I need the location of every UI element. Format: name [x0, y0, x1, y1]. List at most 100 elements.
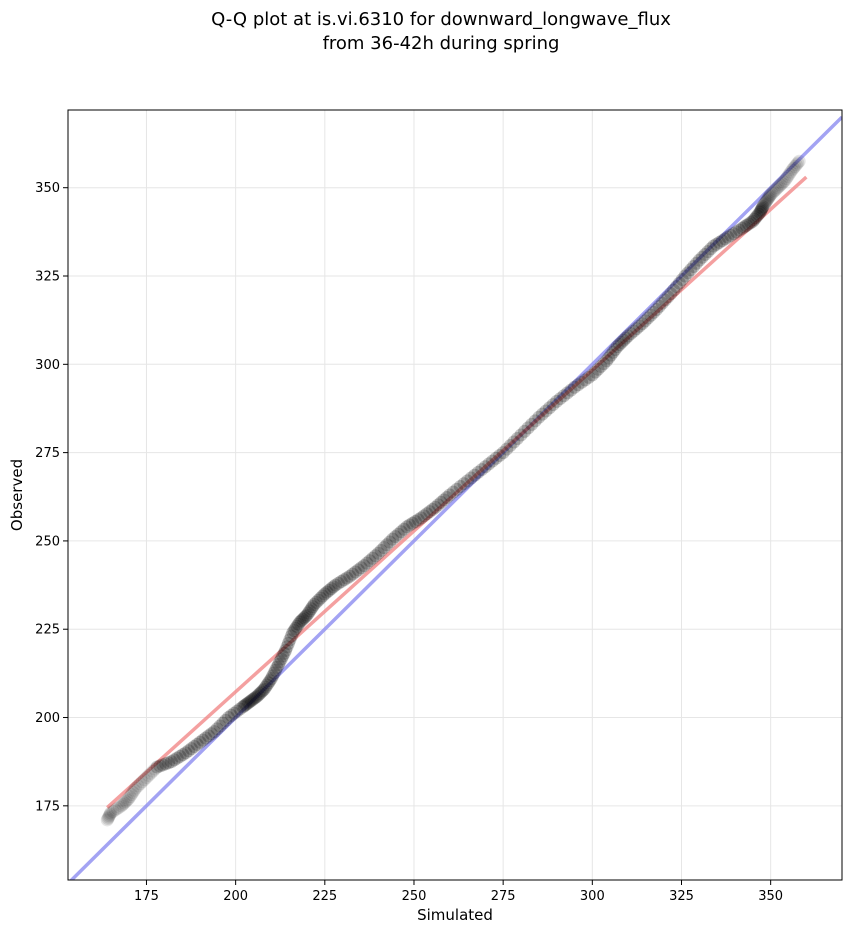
quantile-point: [759, 195, 773, 209]
quantile-point: [729, 225, 743, 239]
quantile-point: [539, 404, 553, 418]
quantile-point: [600, 354, 614, 368]
quantile-point: [560, 386, 574, 400]
quantile-point: [383, 535, 397, 549]
quantile-point: [366, 551, 380, 565]
fit-line: [106, 175, 808, 809]
quantile-point: [104, 806, 118, 820]
quantile-point: [243, 695, 257, 709]
quantile-point: [137, 773, 151, 787]
quantile-point: [446, 485, 460, 499]
y-tick-label: 200: [35, 711, 60, 726]
quantile-point: [184, 742, 198, 756]
quantile-point: [779, 172, 793, 186]
quantile-point: [687, 259, 701, 273]
quantile-point: [543, 401, 557, 415]
quantile-point: [386, 532, 400, 546]
quantile-point: [213, 719, 227, 733]
quantile-point: [102, 810, 116, 824]
quantile-point: [254, 685, 268, 699]
quantile-point: [287, 624, 301, 638]
x-tick-label: 225: [312, 889, 337, 904]
quantile-point: [380, 538, 394, 552]
quantile-point: [146, 764, 160, 778]
quantile-point: [340, 571, 354, 585]
quantile-point: [199, 731, 213, 745]
quantile-point: [354, 561, 368, 575]
quantile-point: [309, 595, 323, 609]
quantile-point: [759, 194, 773, 208]
quantile-point: [300, 608, 314, 622]
y-tick-label: 175: [35, 799, 60, 814]
quantile-point: [391, 527, 405, 541]
quantile-point: [135, 775, 149, 789]
quantile-point: [672, 276, 686, 290]
quantile-point: [774, 178, 788, 192]
quantile-point: [112, 800, 126, 814]
quantile-point: [249, 690, 263, 704]
quantile-point: [240, 697, 254, 711]
quantile-point: [148, 762, 162, 776]
quantile-point: [408, 514, 422, 528]
quantile-point: [742, 217, 756, 231]
quantile-point: [124, 788, 138, 802]
quantile-point: [277, 646, 291, 660]
quantile-point: [120, 793, 134, 807]
quantile-point: [521, 421, 535, 435]
quantile-point: [791, 156, 805, 170]
quantile-point: [546, 398, 560, 412]
y-axis-label: Observed: [8, 459, 26, 531]
quantile-point: [259, 680, 273, 694]
quantile-point: [781, 169, 795, 183]
quantile-point: [765, 186, 779, 200]
quantile-point: [762, 191, 776, 205]
quantile-point: [326, 580, 340, 594]
quantile-point: [644, 308, 658, 322]
quantile-point: [594, 359, 608, 373]
quantile-point: [314, 591, 328, 605]
quantile-point: [582, 370, 596, 384]
quantile-point: [182, 744, 196, 758]
quantile-point: [307, 598, 321, 611]
quantile-point: [744, 216, 758, 230]
quantile-point: [786, 161, 800, 175]
quantile-point: [678, 269, 692, 283]
quantile-point: [735, 221, 749, 235]
quantile-point: [712, 235, 726, 249]
quantile-point: [777, 175, 790, 189]
quantile-point: [658, 293, 672, 307]
quantile-point: [296, 612, 310, 626]
quantile-point: [641, 311, 655, 325]
quantile-point: [179, 746, 193, 760]
quantile-point: [757, 197, 771, 211]
quantile-point: [550, 394, 564, 408]
quantile-point: [612, 338, 626, 352]
x-axis-label: Simulated: [417, 906, 493, 924]
quantile-point: [283, 633, 297, 647]
quantile-point: [715, 234, 729, 248]
quantile-point: [299, 610, 313, 623]
quantile-point: [417, 509, 431, 523]
quantile-point: [233, 702, 247, 716]
quantile-point: [360, 556, 374, 570]
quantile-point: [159, 757, 173, 771]
x-tick-label: 300: [580, 889, 605, 904]
quantile-point: [346, 567, 360, 581]
quantile-point: [281, 636, 295, 650]
quantile-point: [750, 209, 764, 223]
quantile-point: [266, 669, 280, 683]
quantile-point: [202, 729, 216, 743]
quantile-point: [482, 457, 496, 471]
quantile-point: [627, 324, 641, 338]
quantile-point: [732, 223, 746, 237]
quantile-point: [414, 511, 428, 525]
grid: [68, 110, 842, 880]
quantile-point: [525, 417, 539, 431]
quantile-point: [102, 809, 116, 823]
quantile-points: [100, 154, 806, 827]
quantile-point: [108, 803, 122, 817]
quantile-point: [210, 722, 224, 736]
quantile-point: [297, 611, 311, 625]
quantile-point: [122, 792, 136, 806]
quantile-point: [756, 200, 770, 214]
